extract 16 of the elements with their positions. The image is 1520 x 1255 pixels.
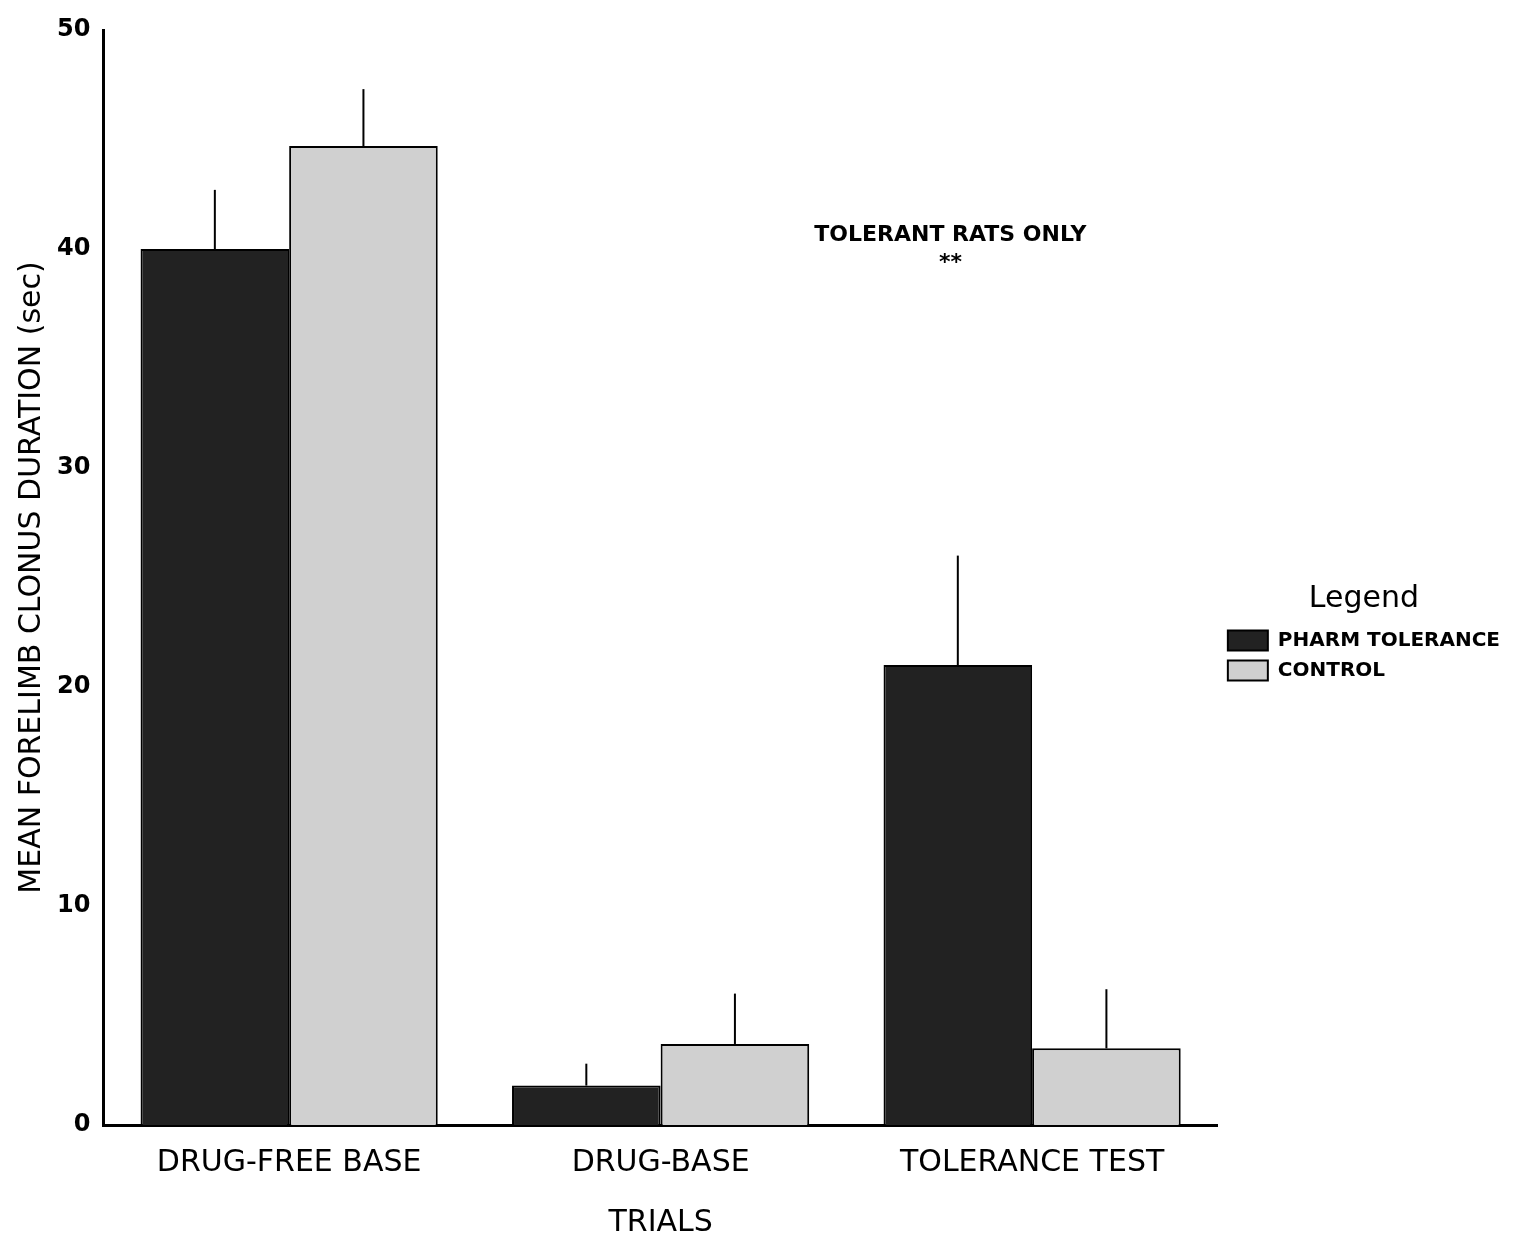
y-axis-title: MEAN FORELIMB CLONUS DURATION (sec) [11,261,47,894]
legend-title: Legend [1308,579,1420,615]
y-tick-label: 0 [73,1109,91,1138]
x-tick-label: DRUG-FREE BASE [156,1142,422,1178]
y-tick-label: 30 [56,452,91,481]
legend-label: PHARM TOLERANCE [1277,626,1501,651]
x-tick-label: DRUG-BASE [571,1142,750,1178]
legend-label: CONTROL [1277,656,1386,681]
x-axis-title: TRIALS [607,1202,713,1238]
y-tick-label: 10 [56,890,91,919]
annotation: TOLERANT RATS ONLY [814,221,1088,246]
x-tick-label: TOLERANCE TEST [898,1142,1165,1178]
y-tick-label: 40 [56,233,91,262]
y-tick-label: 20 [56,671,91,700]
y-tick-label: 50 [56,14,91,43]
annotation: ** [938,249,963,274]
